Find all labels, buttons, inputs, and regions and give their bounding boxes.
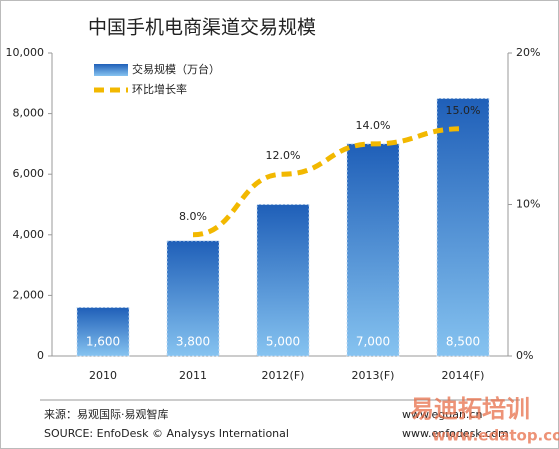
x-tick-label: 2014(F) xyxy=(442,369,485,382)
y-tick-label: 10,000 xyxy=(6,46,45,59)
legend-swatch xyxy=(94,64,128,76)
x-tick-label: 2011 xyxy=(179,369,207,382)
y-tick-label: 0 xyxy=(37,349,44,362)
value-label: 1,600 xyxy=(86,335,120,349)
bar xyxy=(166,240,220,357)
watermark: 易迪拓培训 xyxy=(410,395,530,423)
y-tick-label: 8,000 xyxy=(13,107,45,120)
watermark: www.edatop.com xyxy=(432,427,559,445)
y2-tick-label: 20% xyxy=(516,46,540,59)
value-label: 15.0% xyxy=(446,104,481,117)
legend-label: 交易规模（万台） xyxy=(132,62,220,76)
website: www.enfodesk.com xyxy=(402,427,509,440)
value-label: 5,000 xyxy=(266,335,300,349)
value-label: 7,000 xyxy=(356,335,390,349)
value-label: 12.0% xyxy=(266,149,301,162)
website: www.eguan.cn xyxy=(402,408,482,421)
y2-tick-label: 0% xyxy=(516,349,533,362)
bar xyxy=(76,307,130,357)
y2-tick-label: 10% xyxy=(516,198,540,211)
bar xyxy=(346,143,400,357)
source: SOURCE: EnfoDesk © Analysys Internationa… xyxy=(44,427,289,440)
value-label: 8.0% xyxy=(179,210,207,223)
x-tick-label: 2013(F) xyxy=(352,369,395,382)
value-label: 8,500 xyxy=(446,335,480,349)
legend-label: 环比增长率 xyxy=(132,82,187,96)
line xyxy=(192,126,464,238)
y-tick-label: 2,000 xyxy=(13,288,45,301)
source: 来源：易观国际·易观智库 xyxy=(44,407,169,421)
bar xyxy=(256,204,310,357)
x-tick-label: 2010 xyxy=(89,369,117,382)
chart-title: 中国手机电商渠道交易规模 xyxy=(88,17,316,39)
y-tick-label: 4,000 xyxy=(13,228,45,241)
value-label: 14.0% xyxy=(356,119,391,132)
y-tick-label: 6,000 xyxy=(13,167,45,180)
x-tick-label: 2012(F) xyxy=(262,369,305,382)
value-label: 3,800 xyxy=(176,335,210,349)
bar xyxy=(436,97,490,357)
